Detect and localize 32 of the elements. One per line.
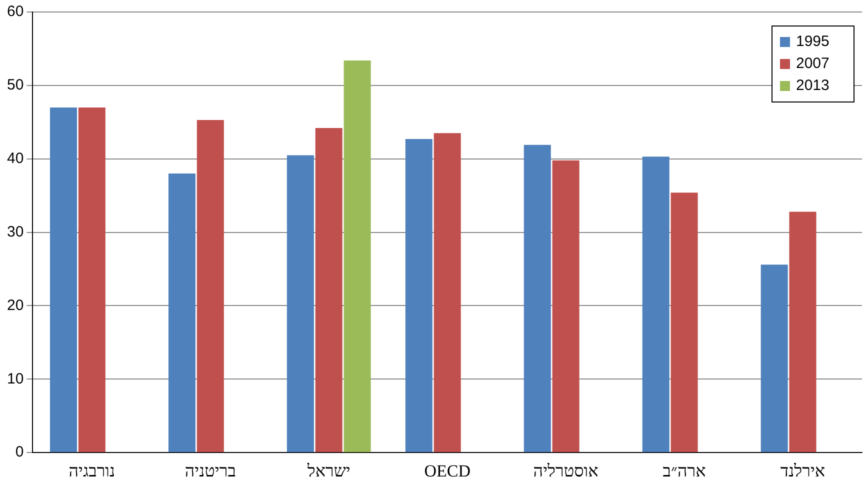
y-tick-label: 30 <box>6 223 24 240</box>
y-tick-label: 60 <box>6 3 24 20</box>
legend-label: 2007 <box>796 55 830 72</box>
legend-label: 1995 <box>796 33 830 50</box>
legend-label: 2013 <box>796 77 830 94</box>
bar <box>168 174 196 452</box>
x-tick-label: OECD <box>424 461 470 480</box>
bar <box>524 144 551 452</box>
y-tick-label: 0 <box>15 444 24 461</box>
bar <box>286 155 314 452</box>
bar <box>552 160 580 452</box>
x-tick-label: אוסטרליה <box>533 461 598 480</box>
y-tick-label: 10 <box>6 370 24 388</box>
y-tick-label: 20 <box>6 296 24 314</box>
bar <box>315 128 342 452</box>
bar <box>196 120 224 452</box>
bar <box>50 107 77 452</box>
x-tick-label: אירלנד <box>780 461 826 480</box>
y-tick-label: 40 <box>6 150 24 168</box>
bar <box>344 60 371 452</box>
x-tick-label: ישראל <box>306 461 350 480</box>
y-tick-label: 50 <box>6 76 24 94</box>
bar <box>78 107 106 452</box>
x-tick-label: נורבגיה <box>68 461 116 480</box>
bar <box>642 156 670 452</box>
bar <box>789 212 816 452</box>
x-tick-label: ארה״ב <box>662 461 706 480</box>
bar <box>405 139 432 452</box>
bar <box>760 264 788 452</box>
bar <box>670 192 698 452</box>
x-tick-label: בריטניה <box>184 461 236 480</box>
bar <box>434 133 461 452</box>
